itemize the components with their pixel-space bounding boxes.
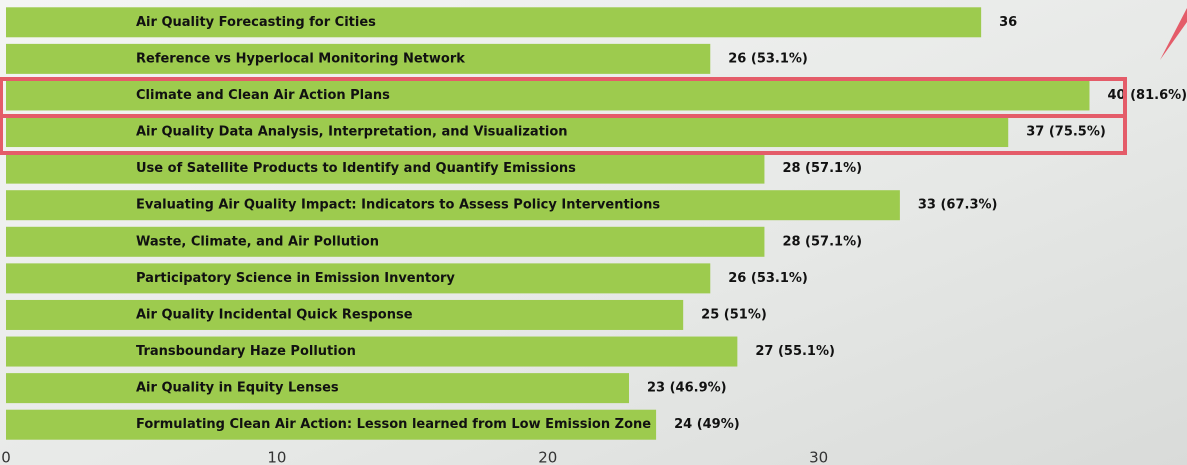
bar [6, 7, 982, 38]
x-tick-label: 30 [809, 449, 828, 465]
value-label: 28 (57.1%) [782, 234, 862, 249]
category-label: Evaluating Air Quality Impact: Indicator… [136, 198, 660, 213]
bar [6, 373, 630, 404]
value-label: 36 [999, 15, 1017, 30]
value-label: 26 (53.1%) [728, 51, 808, 66]
value-label: 27 (55.1%) [755, 344, 835, 359]
value-label: 37 (75.5%) [1026, 125, 1106, 140]
bar [6, 117, 1009, 148]
value-label: 24 (49%) [674, 417, 740, 432]
value-label: 28 (57.1%) [782, 161, 862, 176]
category-label: Air Quality Forecasting for Cities [136, 15, 376, 30]
arrow [1160, 8, 1187, 60]
category-label: Reference vs Hyperlocal Monitoring Netwo… [136, 51, 465, 66]
value-label: 26 (53.1%) [728, 271, 808, 286]
value-label: 23 (46.9%) [647, 381, 727, 396]
value-label: 25 (51%) [701, 307, 767, 322]
x-tick-label: 10 [267, 449, 286, 465]
value-label: 33 (67.3%) [918, 198, 998, 213]
category-label: Formulating Clean Air Action: Lesson lea… [136, 417, 651, 432]
category-label: Climate and Clean Air Action Plans [136, 88, 390, 103]
bar [6, 153, 765, 184]
x-tick-label: 20 [538, 449, 557, 465]
category-label: Waste, Climate, and Air Pollution [136, 234, 379, 249]
category-label: Air Quality Data Analysis, Interpretatio… [136, 125, 568, 140]
bar [6, 336, 738, 367]
bar [6, 226, 765, 257]
value-label: 40 (81.6%) [1107, 88, 1187, 103]
category-label: Transboundary Haze Pollution [136, 344, 356, 359]
bar [6, 80, 1090, 111]
bar [6, 299, 684, 330]
category-label: Air Quality in Equity Lenses [136, 381, 339, 396]
bar [6, 190, 900, 221]
bar [6, 409, 657, 440]
bar [6, 43, 711, 74]
highlight-box [0, 114, 1127, 155]
category-label: Participatory Science in Emission Invent… [136, 271, 455, 286]
bar [6, 263, 711, 294]
category-label: Air Quality Incidental Quick Response [136, 307, 413, 322]
x-tick-label: 0 [1, 449, 11, 465]
category-label: Use of Satellite Products to Identify an… [136, 161, 576, 176]
